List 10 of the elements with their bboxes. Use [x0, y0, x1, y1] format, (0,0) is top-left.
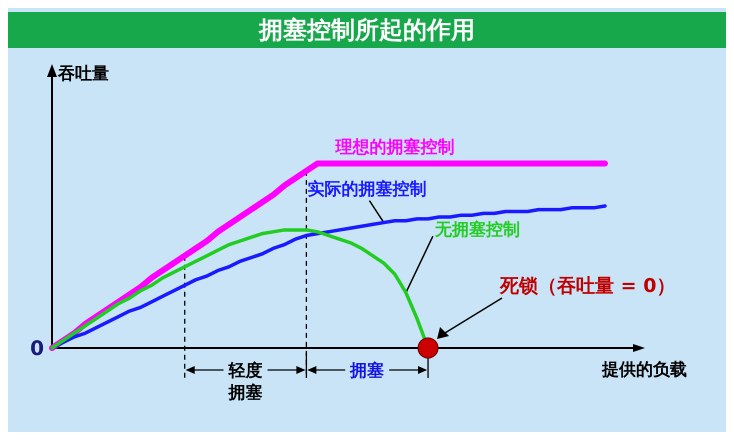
- text: 0: [30, 336, 44, 360]
- text: 无拥塞控制: [434, 220, 520, 240]
- text: 拥塞: [349, 361, 384, 381]
- series-label: 实际的拥塞控制: [307, 180, 426, 200]
- series-label: 理想的拥塞控制: [334, 138, 455, 158]
- text: 轻度拥塞: [228, 361, 263, 403]
- y-axis-title: 吞吐量: [57, 64, 109, 84]
- x-axis-title: 提供的负载: [601, 360, 687, 380]
- chart-title: 拥塞控制所起的作用: [258, 16, 475, 44]
- annotation: 死锁（吞吐量 = 0）: [499, 275, 676, 297]
